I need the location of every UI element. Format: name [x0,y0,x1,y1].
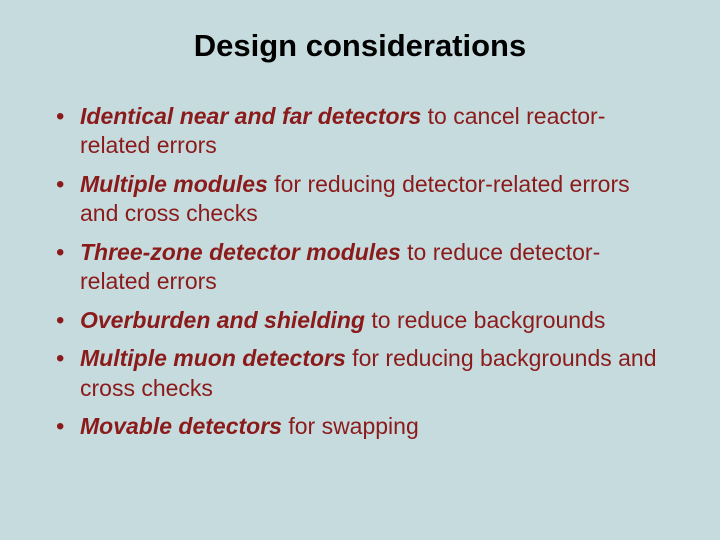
slide-container: Design considerations Identical near and… [0,0,720,540]
bullet-rest: to reduce backgrounds [365,307,605,333]
bullet-item: Overburden and shielding to reduce backg… [50,306,670,335]
bullet-list: Identical near and far detectors to canc… [50,102,670,441]
bullet-item: Multiple muon detectors for reducing bac… [50,344,670,403]
bullet-item: Three-zone detector modules to reduce de… [50,238,670,297]
bullet-bold: Overburden and shielding [80,307,365,333]
bullet-bold: Multiple muon detectors [80,345,346,371]
bullet-bold: Multiple modules [80,171,268,197]
slide-title: Design considerations [50,28,670,64]
bullet-bold: Movable detectors [80,413,282,439]
bullet-bold: Identical near and far detectors [80,103,421,129]
bullet-item: Identical near and far detectors to canc… [50,102,670,161]
bullet-bold: Three-zone detector modules [80,239,401,265]
bullet-item: Movable detectors for swapping [50,412,670,441]
bullet-item: Multiple modules for reducing detector-r… [50,170,670,229]
bullet-rest: for swapping [282,413,419,439]
